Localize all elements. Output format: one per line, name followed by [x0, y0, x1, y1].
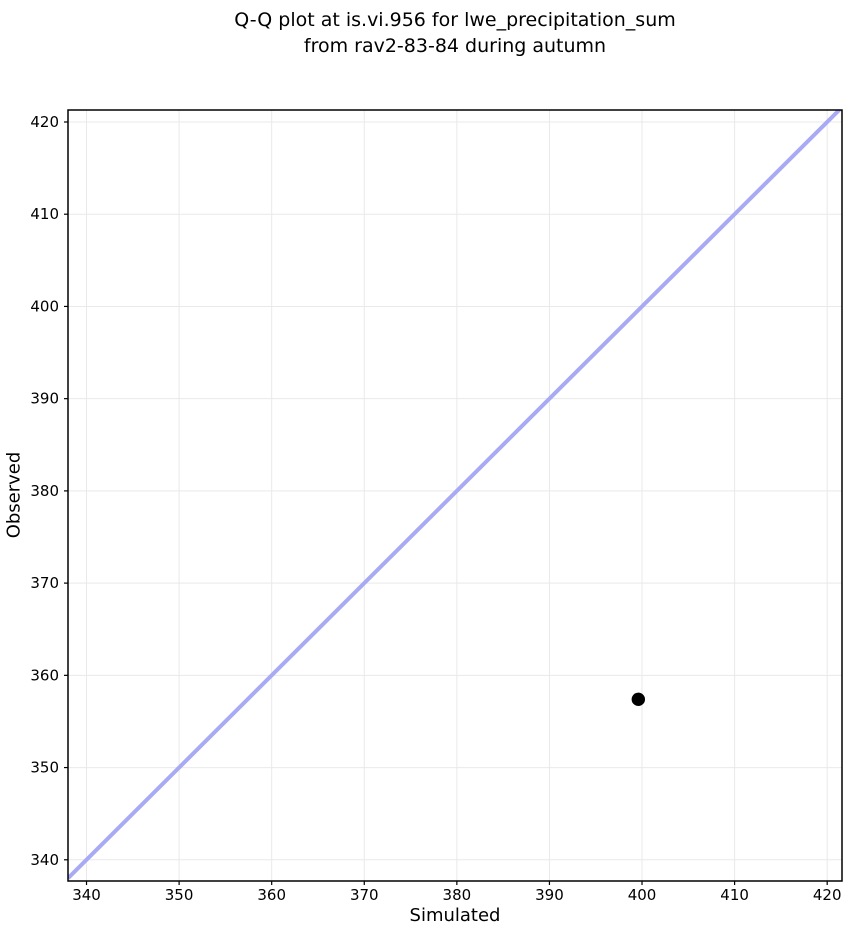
x-tick-label: 390 — [535, 886, 564, 904]
x-axis-label: Simulated — [409, 905, 501, 926]
y-tick-label: 340 — [30, 851, 59, 869]
data-point — [631, 692, 646, 707]
y-tick-label: 410 — [30, 205, 59, 223]
y-tick-label: 370 — [30, 574, 59, 592]
x-tick-label: 410 — [720, 886, 749, 904]
chart-title: Q-Q plot at is.vi.956 for lwe_precipitat… — [234, 9, 676, 57]
x-tick-label: 380 — [443, 886, 472, 904]
x-tick-label: 400 — [628, 886, 657, 904]
y-tick-label: 350 — [30, 759, 59, 777]
identity-reference-line — [68, 110, 842, 880]
x-tick-label: 420 — [813, 886, 842, 904]
y-tick-label: 400 — [30, 297, 59, 315]
x-tick-label: 360 — [257, 886, 286, 904]
y-tick-label: 380 — [30, 482, 59, 500]
y-tick-label: 360 — [30, 666, 59, 684]
x-tick-label: 340 — [72, 886, 101, 904]
axes-spines — [67, 109, 843, 882]
y-tick-label: 420 — [30, 113, 59, 131]
y-axis-label: Observed — [3, 451, 25, 539]
x-tick-label: 350 — [165, 886, 194, 904]
y-tick-label: 390 — [30, 390, 59, 408]
x-tick-label: 370 — [350, 886, 379, 904]
